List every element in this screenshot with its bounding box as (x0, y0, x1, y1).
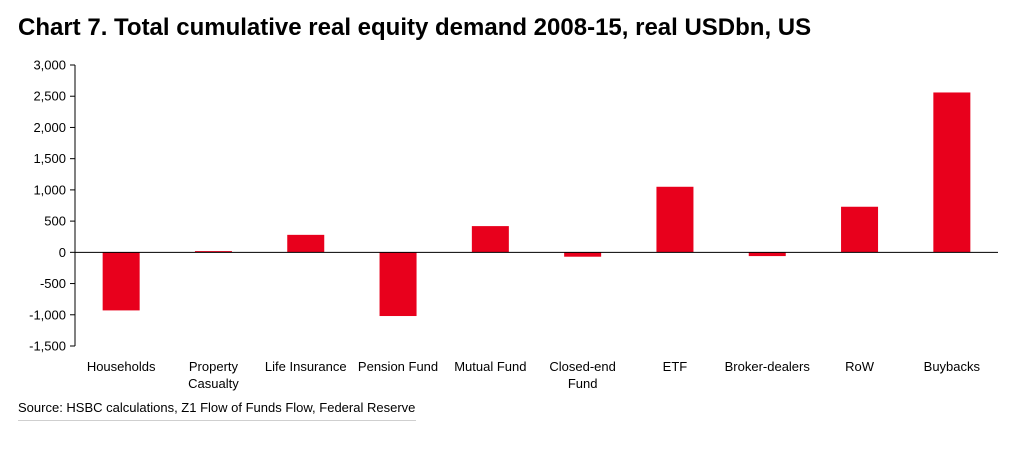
y-axis-ticks: 3,000 2,500 2,000 1,500 1,000 500 0 -500 -1,000 -… (29, 58, 75, 354)
bar (194, 251, 232, 253)
y-tick-label: 3,000 (33, 58, 66, 73)
x-tick-label: Casualty (188, 376, 239, 391)
bar (379, 252, 417, 317)
x-tick-label: Life Insurance (265, 359, 347, 374)
x-tick-label: ETF (663, 359, 688, 374)
x-tick-label: Mutual Fund (454, 359, 526, 374)
bar (564, 252, 602, 257)
x-tick-label: Fund (568, 376, 598, 391)
x-tick-label: Property (189, 359, 239, 374)
source-note: Source: HSBC calculations, Z1 Flow of Fu… (18, 400, 416, 415)
y-tick-label: 500 (44, 214, 66, 229)
bar (933, 92, 971, 253)
y-tick-label: -500 (40, 276, 66, 291)
x-tick-label: Pension Fund (358, 359, 438, 374)
x-tick-label: RoW (845, 359, 875, 374)
bar (656, 186, 694, 253)
source-divider (18, 420, 416, 421)
bar (841, 206, 879, 253)
x-tick-label: Closed-end (549, 359, 616, 374)
y-tick-label: 1,500 (33, 151, 66, 166)
y-tick-label: 1,000 (33, 182, 66, 197)
x-tick-label: Broker-dealers (725, 359, 811, 374)
bar (287, 234, 325, 253)
bars-group (102, 92, 971, 317)
y-tick-label: 0 (59, 245, 66, 260)
bar (748, 252, 786, 257)
y-tick-label: 2,000 (33, 120, 66, 135)
chart-title: Chart 7. Total cumulative real equity de… (18, 14, 812, 41)
bar (471, 226, 509, 253)
bar (102, 252, 140, 311)
x-axis-labels: Households Property Casualty Life Insurance… (87, 359, 981, 391)
y-tick-label: 2,500 (33, 89, 66, 104)
x-tick-label: Buybacks (924, 359, 981, 374)
y-tick-label: -1,500 (29, 339, 66, 354)
x-tick-label: Households (87, 359, 156, 374)
y-tick-label: -1,000 (29, 307, 66, 322)
